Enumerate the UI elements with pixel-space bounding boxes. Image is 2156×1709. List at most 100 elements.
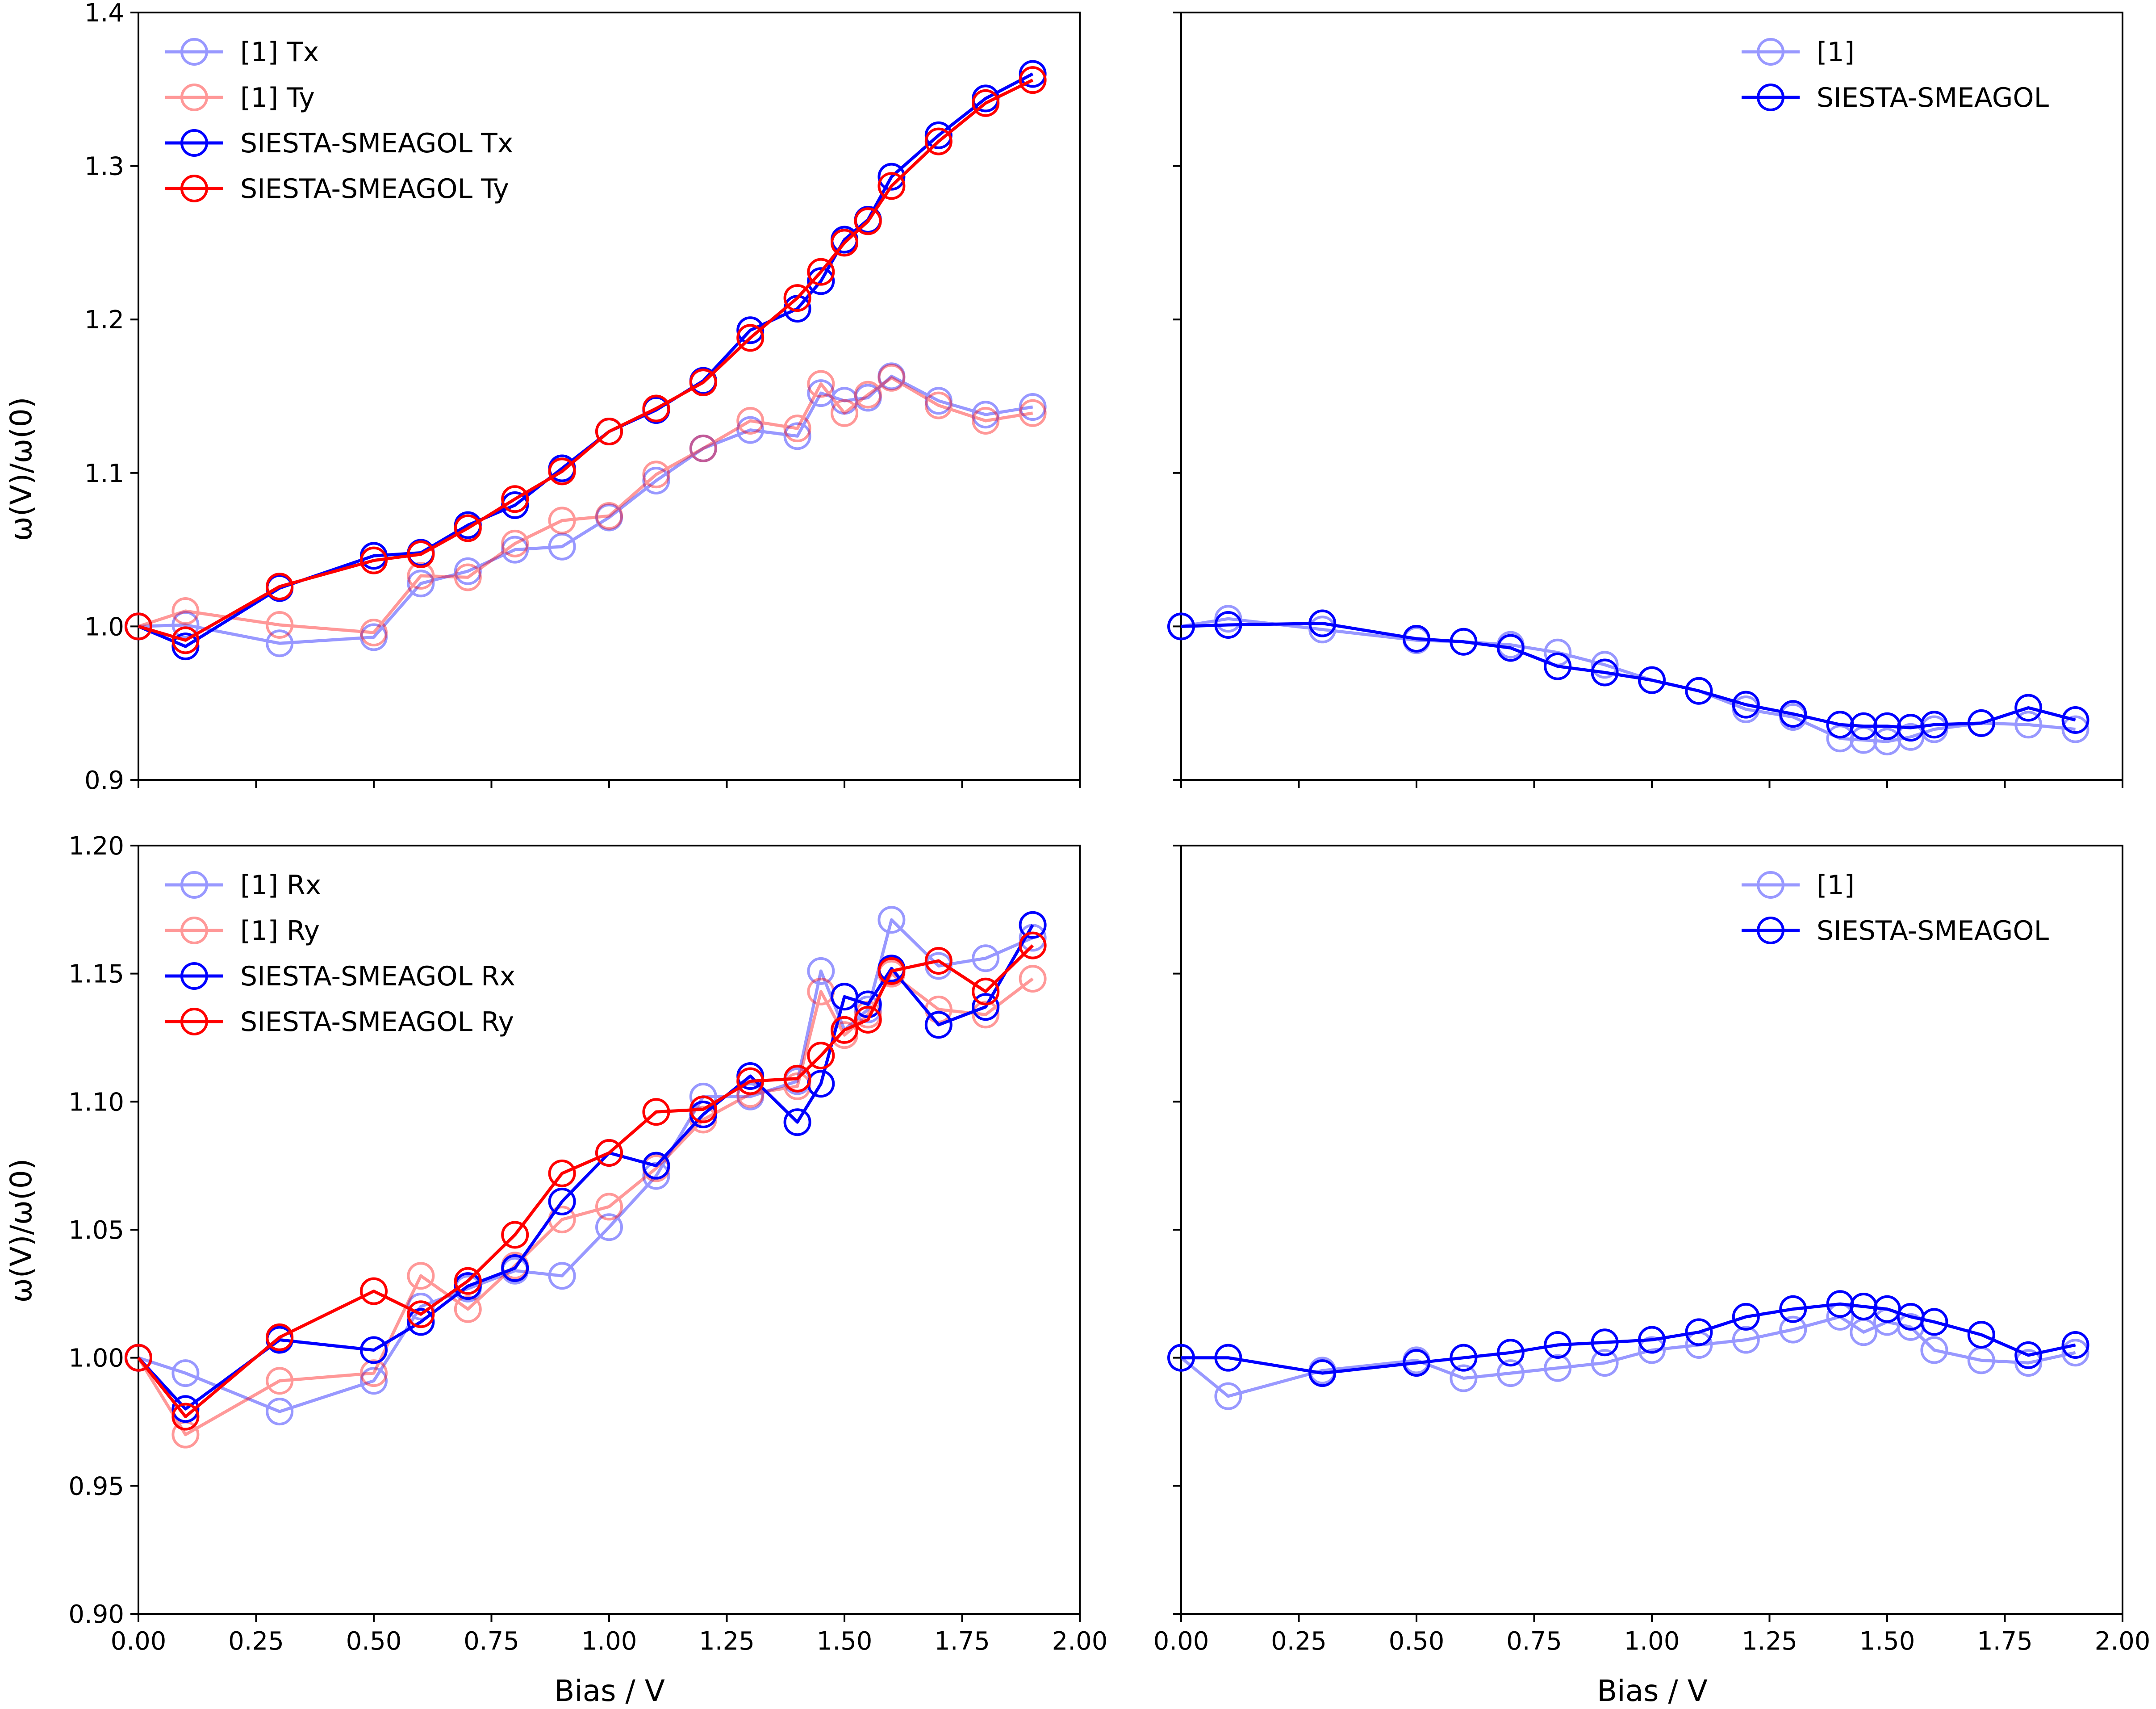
- data-point: [854, 1005, 882, 1034]
- legend-swatch: [165, 38, 223, 66]
- data-point: [1967, 709, 1995, 737]
- data-point: [783, 422, 811, 450]
- data-point: [2061, 1339, 2089, 1367]
- legend-swatch: [1742, 917, 1800, 944]
- legend-marker: [1757, 38, 1784, 66]
- x-tick-label: 1.00: [581, 1627, 637, 1656]
- data-point: [171, 597, 200, 625]
- data-point: [266, 1323, 294, 1351]
- data-point: [1214, 611, 1242, 639]
- series-line: [138, 376, 1033, 634]
- x-tick-label: 0.25: [1271, 1627, 1327, 1656]
- data-point: [1826, 711, 1854, 739]
- data-point: [360, 623, 388, 651]
- data-point: [1019, 60, 1047, 88]
- data-point: [736, 406, 765, 435]
- data-point: [501, 1254, 529, 1282]
- data-point: [1897, 723, 1925, 751]
- data-point: [266, 629, 294, 658]
- data-point: [501, 485, 529, 513]
- data-point: [877, 163, 906, 191]
- legend-swatch: [165, 129, 223, 157]
- data-point: [924, 387, 953, 415]
- data-point: [1591, 651, 1619, 679]
- data-point: [1732, 1326, 1760, 1354]
- data-point: [642, 466, 670, 494]
- y-tick-label: 0.95: [68, 1472, 124, 1501]
- data-point: [807, 379, 835, 407]
- data-point: [1591, 1349, 1619, 1377]
- legend-marker: [180, 962, 208, 990]
- data-point: [1638, 1336, 1666, 1364]
- data-point: [1850, 712, 1878, 740]
- y-tick-label: 1.4: [84, 0, 124, 28]
- data-point: [595, 1193, 623, 1221]
- data-point: [171, 632, 200, 661]
- legend-swatch: [1742, 38, 1800, 66]
- data-point: [1779, 700, 1807, 728]
- data-point: [854, 381, 882, 409]
- data-point: [1685, 1318, 1713, 1346]
- data-point: [407, 540, 435, 568]
- legend-label: SIESTA-SMEAGOL Ry: [240, 1006, 514, 1038]
- data-point: [1019, 399, 1047, 427]
- data-point: [972, 89, 1000, 117]
- data-point: [548, 507, 576, 535]
- data-point: [877, 906, 906, 934]
- data-point: [360, 1359, 388, 1387]
- data-point: [548, 457, 576, 486]
- data-point: [642, 1152, 670, 1180]
- y-axis-label-top: ω(V)/ω(0): [4, 397, 38, 541]
- data-point: [783, 1064, 811, 1093]
- data-point: [2014, 711, 2043, 739]
- data-point: [266, 1398, 294, 1426]
- data-point: [1685, 677, 1713, 705]
- legend-marker: [1757, 84, 1784, 111]
- series-siesta-smeagol: [1167, 609, 2089, 742]
- data-point: [783, 415, 811, 443]
- data-point: [1732, 1303, 1760, 1331]
- y-tick-label: 1.1: [84, 459, 124, 488]
- data-point: [407, 570, 435, 598]
- legend-marker: [180, 917, 208, 944]
- series-1-tx: [125, 362, 1047, 658]
- data-point: [501, 529, 529, 557]
- data-point: [454, 563, 482, 591]
- data-point: [454, 1267, 482, 1295]
- legend-label: SIESTA-SMEAGOL Ty: [240, 173, 509, 205]
- data-point: [972, 406, 1000, 435]
- legend-label: [1] Rx: [240, 870, 321, 901]
- data-point: [642, 394, 670, 423]
- data-point: [1308, 616, 1337, 644]
- x-tick-label: 2.00: [1052, 1627, 1108, 1656]
- data-point: [2061, 715, 2089, 743]
- data-point: [642, 1098, 670, 1126]
- legend-swatch: [165, 175, 223, 202]
- legend: [1] SIESTA-SMEAGOL: [1742, 37, 2049, 113]
- data-point: [783, 1108, 811, 1136]
- panel-top-left: 0.9 1.0 1.1 1.2 1.3 1.4 [1] Tx [1] Ty SIESTA-SME…: [84, 0, 1081, 795]
- x-tick-label: 0.50: [1389, 1627, 1445, 1656]
- data-point: [807, 258, 835, 286]
- data-point: [831, 399, 858, 427]
- data-point: [736, 1067, 765, 1095]
- data-point: [1544, 652, 1572, 680]
- data-point: [689, 369, 717, 397]
- data-point: [972, 944, 1000, 972]
- data-point: [595, 502, 623, 530]
- data-point: [407, 1300, 435, 1328]
- data-point: [1920, 711, 1948, 739]
- data-point: [266, 573, 294, 601]
- legend-marker: [1757, 871, 1784, 899]
- legend-label: [1]: [1817, 37, 1855, 68]
- series-line: [137, 944, 1034, 1418]
- data-point: [807, 370, 835, 398]
- data-point: [689, 434, 717, 462]
- series-line: [1181, 1302, 2076, 1375]
- legend-label: SIESTA-SMEAGOL Tx: [240, 128, 513, 159]
- data-point: [1214, 605, 1242, 633]
- x-tick-label: 0.50: [346, 1627, 402, 1656]
- data-point: [171, 1359, 200, 1387]
- data-point: [266, 1367, 294, 1395]
